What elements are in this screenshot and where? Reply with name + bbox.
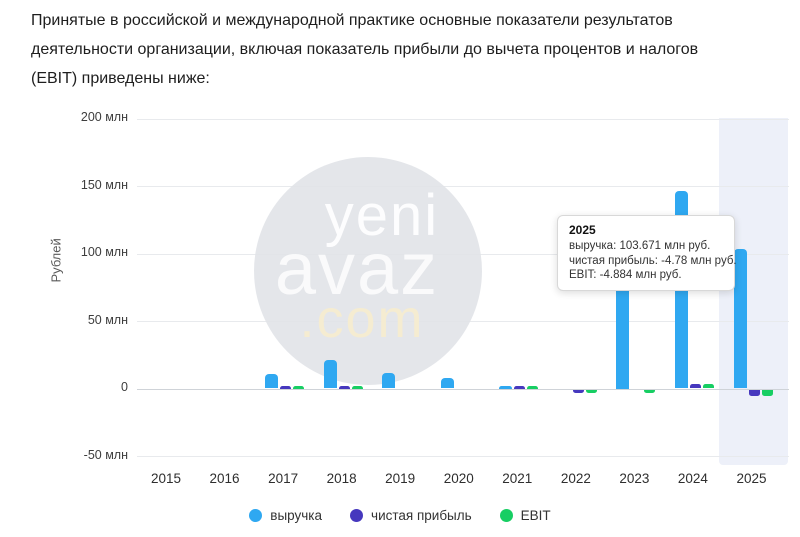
legend-dot-revenue [249,509,263,522]
x-tick-label-2019: 2019 [385,471,416,486]
gridline-0 [137,388,789,390]
bar-ebit-2021[interactable] [527,385,539,389]
bar-ebit-2017[interactable] [293,385,305,389]
x-tick-label-2021: 2021 [502,471,533,486]
y-tick-label-0: 0 [121,380,128,394]
bar-revenue-2019[interactable] [382,372,396,389]
x-tick-label-2015: 2015 [150,471,182,486]
header-line-3: (EBIT) приведены ниже: [31,70,210,87]
bar-net_profit-2018[interactable] [338,385,350,389]
bar-net_profit-2022[interactable] [572,389,584,393]
legend-label-ebit: EBIT [520,508,551,523]
tooltip-line-ebit: EBIT: -4.884 млн руб. [569,269,682,281]
watermark-text-avaz: avaz [274,227,440,310]
x-tick-label-2023: 2023 [619,471,650,486]
legend-label-net_profit: чистая прибыль [371,508,472,523]
x-tick-label-2025: 2025 [736,471,767,486]
bar-revenue-2025[interactable] [733,248,747,389]
x-tick-label-2018: 2018 [326,471,357,486]
y-tick-label-150: 150 млн [80,177,128,192]
legend-label-revenue: выручка [270,508,323,523]
tooltip-title: 2025 [569,223,596,237]
header-line-1: Принятые в российской и международной пр… [31,12,673,29]
y-tick-label-200: 200 млн [80,110,128,124]
bar-revenue-2018[interactable] [323,360,337,389]
bar-revenue-2020[interactable] [440,377,454,389]
header-line-2: деятельности организации, включая показа… [31,41,699,58]
watermark-text-com: .com [299,289,425,349]
legend-item-ebit[interactable]: EBIT [499,508,551,523]
bar-net_profit-2017[interactable] [280,385,292,389]
tooltip-line-revenue: выручка: 103.671 млн руб. [569,240,711,252]
gridline-150 [137,186,789,187]
bar-revenue-2023[interactable] [616,260,630,389]
bar-net_profit-2024[interactable] [689,383,701,389]
x-tick-label-2016: 2016 [209,471,240,486]
bar-revenue-2017[interactable] [265,373,279,389]
tooltip-line-net-profit: чистая прибыль: -4.78 млн руб. [569,254,737,267]
bar-ebit-2022[interactable] [585,389,597,393]
watermark-circle [254,157,482,385]
bar-ebit-2023[interactable] [644,389,656,393]
y-tick-label--50: -50 млн [83,447,128,462]
legend-dot-ebit [499,509,513,522]
bar-net_profit-2025[interactable] [748,389,760,396]
bar-ebit-2024[interactable] [702,384,714,389]
highlight-band-2025 [719,118,788,465]
y-axis-title: Рублей [48,238,64,283]
bar-ebit-2025[interactable] [761,389,773,397]
x-tick-label-2022: 2022 [560,471,591,486]
legend-dot-net_profit [350,509,364,522]
y-tick-label-50: 50 млн [87,312,128,327]
x-tick-label-2024: 2024 [677,471,708,486]
bar-ebit-2018[interactable] [351,385,363,389]
legend-item-net_profit[interactable]: чистая прибыль [350,508,472,523]
gridline-200 [137,118,789,120]
header-paragraph: Принятые в российской и международной пр… [31,6,791,93]
bar-net_profit-2021[interactable] [514,385,526,389]
x-tick-label-2017: 2017 [268,471,299,486]
x-tick-label-2020: 2020 [443,471,474,486]
chart-legend: выручка чистая прибыль EBIT [0,508,800,523]
chart-tooltip: 2025 выручка: 103.671 млн руб. чистая пр… [557,215,737,291]
bar-revenue-2021[interactable] [499,385,513,389]
legend-item-revenue[interactable]: выручка [249,508,322,523]
gridline-50 [137,321,789,322]
watermark-text-yeni: yeni [324,183,440,248]
gridline--50 [137,456,789,457]
